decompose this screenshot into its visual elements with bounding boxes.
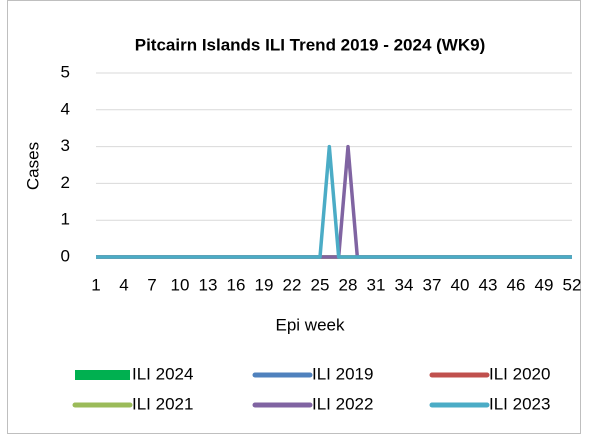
legend-label: ILI 2022 [312,394,373,413]
x-tick-label: 40 [451,275,470,294]
chart-title: Pitcairn Islands ILI Trend 2019 - 2024 (… [135,35,486,54]
y-tick-label: 4 [61,99,70,118]
y-tick-label: 5 [61,62,70,81]
legend-label: ILI 2020 [489,364,550,383]
x-axis-label: Epi week [276,315,345,334]
series-line [96,144,572,259]
x-tick-label: 22 [283,275,302,294]
x-tick-label: 28 [339,275,358,294]
x-tick-label: 37 [423,275,442,294]
x-tick-label: 34 [395,275,414,294]
y-tick-label: 2 [61,173,70,192]
x-tick-label: 31 [367,275,386,294]
x-tick-label: 52 [563,275,582,294]
x-tick-label: 7 [147,275,156,294]
x-tick-label: 46 [507,275,526,294]
y-tick-label: 1 [61,210,70,229]
x-tick-label: 25 [311,275,330,294]
y-tick-label: 0 [61,246,70,265]
x-tick-label: 43 [479,275,498,294]
x-tick-label: 13 [199,275,218,294]
x-tick-label: 16 [227,275,246,294]
y-axis-label: Cases [23,142,42,190]
x-tick-label: 10 [171,275,190,294]
legend-swatch [75,370,130,380]
legend-label: ILI 2021 [132,394,193,413]
y-tick-label: 3 [61,136,70,155]
legend-label: ILI 2023 [489,394,550,413]
x-tick-label: 4 [119,275,128,294]
x-tick-label: 1 [91,275,100,294]
x-tick-label: 49 [535,275,554,294]
legend-label: ILI 2024 [132,364,193,383]
legend-label: ILI 2019 [312,364,373,383]
x-tick-label: 19 [255,275,274,294]
